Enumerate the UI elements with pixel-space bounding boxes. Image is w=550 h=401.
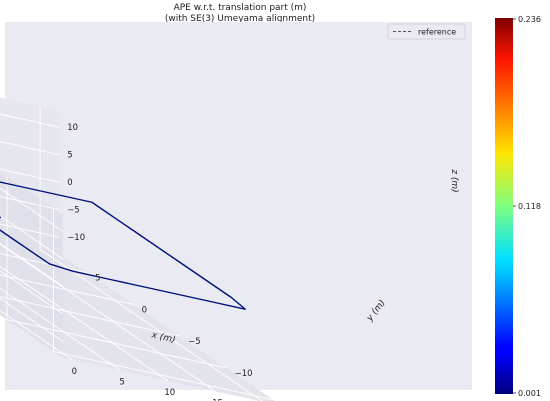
series-line-0 [0,181,246,310]
x-tick-label: 0 [72,367,77,377]
z-tick-label: 0 [67,178,72,188]
grid-x-10 [0,265,169,382]
chart-title-line2: (with SE(3) Umeyama alignment) [165,14,315,24]
grid-y-0 [0,274,134,305]
z-tick-label: −10 [67,233,85,243]
grid-lines [0,106,274,401]
colorbar-label-mid: 0.118 [518,202,541,211]
z-tick-labels: −10 −5 0 5 10 [67,123,85,243]
grid-y--15 [53,208,274,401]
grid-x-15 [0,243,216,392]
grid-x-5 [0,287,121,371]
trajectory-series [0,181,246,310]
colorbar-gradient [495,18,513,394]
floor-pane [0,240,276,401]
colorbar: 0.236 0.118 0.001 [495,15,541,398]
colorbar-label-max: 0.236 [518,15,541,24]
legend-box [387,23,466,40]
z-tick-label: 5 [67,151,72,161]
grid-y--5 [0,296,181,337]
grid-y-5 [0,253,88,274]
grid-x-20 [39,106,263,401]
x-tick-label: 15 [212,398,223,401]
legend: reference [387,23,466,40]
grid-y--10 [6,176,227,369]
y-tick-label: −10 [235,369,253,379]
z-tick-label: −5 [67,206,80,216]
z-tick-label: 10 [67,123,78,133]
y-tick-label: −5 [188,337,201,347]
y-tick-label: 0 [142,305,147,315]
colorbar-label-min: 0.001 [518,389,541,398]
x-tick-label: 5 [119,377,124,387]
z-axis-label: z (m) [449,168,459,192]
chart-title-line1: APE w.r.t. translation part (m) [174,3,307,13]
legend-label-reference: reference [418,28,456,37]
x-tick-label: 10 [164,388,175,398]
x-tick-labels: 05101520 [72,367,223,401]
y-tick-label: 5 [95,274,100,284]
